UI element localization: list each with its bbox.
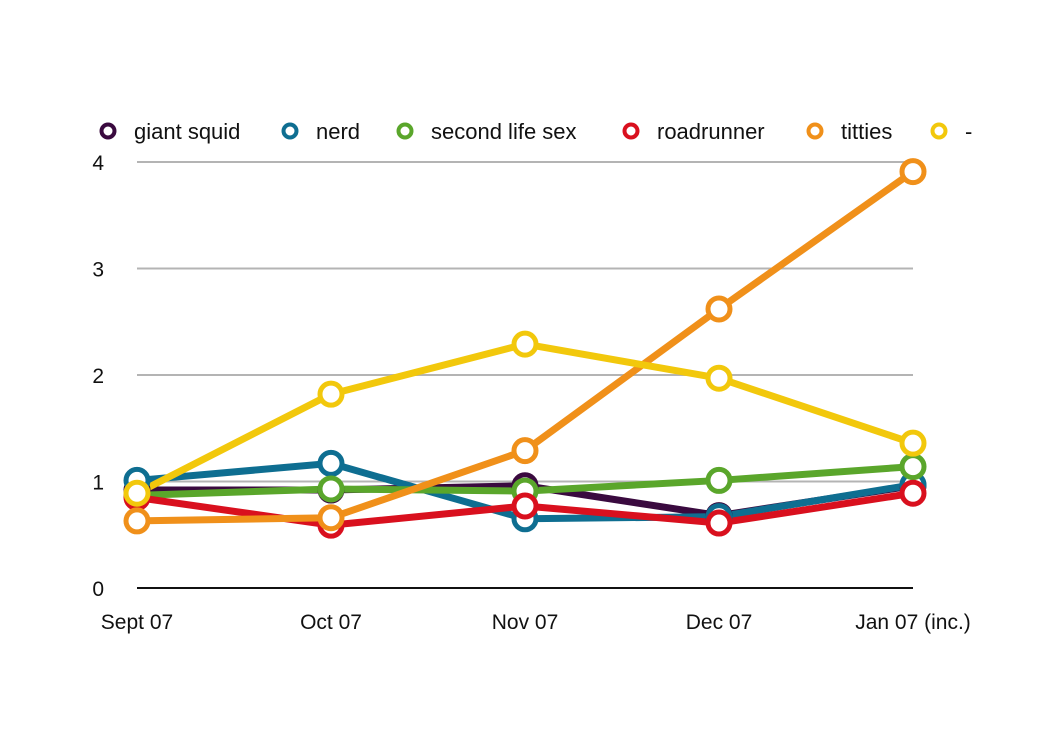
legend-label: titties xyxy=(841,119,892,144)
data-point xyxy=(123,479,151,507)
y-tick-label: 0 xyxy=(92,578,104,601)
data-point xyxy=(705,295,733,323)
series-lines xyxy=(123,158,927,539)
x-tick-label: Jan 07 (inc.) xyxy=(855,611,971,634)
data-point xyxy=(317,449,345,477)
legend-label: second life sex xyxy=(431,119,577,144)
data-point xyxy=(317,475,345,503)
data-point xyxy=(511,330,539,358)
legend-marker xyxy=(396,122,414,140)
legend-marker xyxy=(930,122,948,140)
y-tick-label: 3 xyxy=(92,259,104,282)
data-point xyxy=(899,453,927,481)
legend-label: - xyxy=(965,119,972,144)
legend-marker xyxy=(806,122,824,140)
data-point xyxy=(899,158,927,186)
legend-marker xyxy=(99,122,117,140)
x-tick-label: Oct 07 xyxy=(300,611,362,634)
data-point xyxy=(511,437,539,465)
legend-marker xyxy=(281,122,299,140)
y-tick-label: 1 xyxy=(92,472,104,495)
legend-label: roadrunner xyxy=(657,119,765,144)
axes: 0 1 2 3 4 Sept 07 Oct 07 Nov 07 Dec 07 Jan 07 (in… xyxy=(92,152,970,634)
legend-marker xyxy=(622,122,640,140)
data-point xyxy=(123,507,151,535)
data-point xyxy=(705,509,733,537)
data-point xyxy=(899,429,927,457)
y-tick-label: 2 xyxy=(92,365,104,388)
x-tick-label: Nov 07 xyxy=(492,611,559,634)
legend: giant squid nerd second life sex roadrunner… xyxy=(99,119,972,144)
data-point xyxy=(511,492,539,520)
x-tick-label: Dec 07 xyxy=(686,611,753,634)
legend-label: giant squid xyxy=(134,119,240,144)
x-tick-label: Sept 07 xyxy=(101,611,173,634)
y-tick-label: 4 xyxy=(92,152,104,175)
legend-label: nerd xyxy=(316,119,360,144)
data-point xyxy=(705,466,733,494)
data-point xyxy=(317,380,345,408)
data-point xyxy=(705,364,733,392)
data-point xyxy=(317,504,345,532)
data-point xyxy=(899,479,927,507)
